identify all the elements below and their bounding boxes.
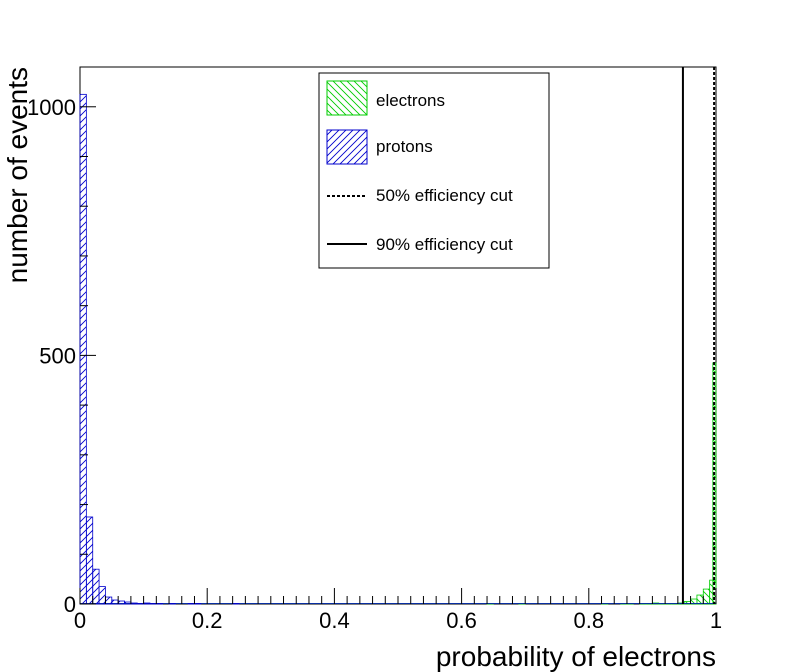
x-tick-label: 1 xyxy=(710,608,722,633)
y-tick-label: 500 xyxy=(39,343,76,368)
histogram-bar-protons xyxy=(92,568,100,605)
x-tick-label: 0.6 xyxy=(446,608,477,633)
legend-label-90-cut: 90% efficiency cut xyxy=(376,235,513,254)
y-axis-title: number of events xyxy=(2,67,33,283)
legend-label-50-cut: 50% efficiency cut xyxy=(376,186,513,205)
x-tick-label: 0 xyxy=(74,608,86,633)
cut-lines xyxy=(681,67,716,604)
histogram-bar-protons xyxy=(85,516,94,605)
legend-label-electrons: electrons xyxy=(376,91,445,110)
histogram-bar-protons xyxy=(79,93,87,605)
legend: electrons protons 50% efficiency cut 90%… xyxy=(318,72,550,269)
y-axis-ticks: 0 500 1000 xyxy=(27,95,96,617)
x-axis-ticks: 0 0.2 0.4 0.6 0.8 1 xyxy=(74,588,722,633)
y-tick-label: 1000 xyxy=(27,95,76,120)
x-tick-label: 0.8 xyxy=(574,608,605,633)
x-tick-label: 0.4 xyxy=(319,608,350,633)
legend-label-protons: protons xyxy=(376,137,433,156)
x-axis-title: probability of electrons xyxy=(436,641,716,672)
legend-swatch-electrons xyxy=(326,80,368,116)
histogram-bar-electrons xyxy=(702,588,711,605)
y-tick-label: 0 xyxy=(64,592,76,617)
x-tick-label: 0.2 xyxy=(192,608,223,633)
legend-swatch-protons xyxy=(326,129,368,165)
histogram-bar-protons xyxy=(98,586,106,605)
histogram-bar-protons xyxy=(105,596,113,605)
histogram-bar-electrons xyxy=(696,594,704,605)
